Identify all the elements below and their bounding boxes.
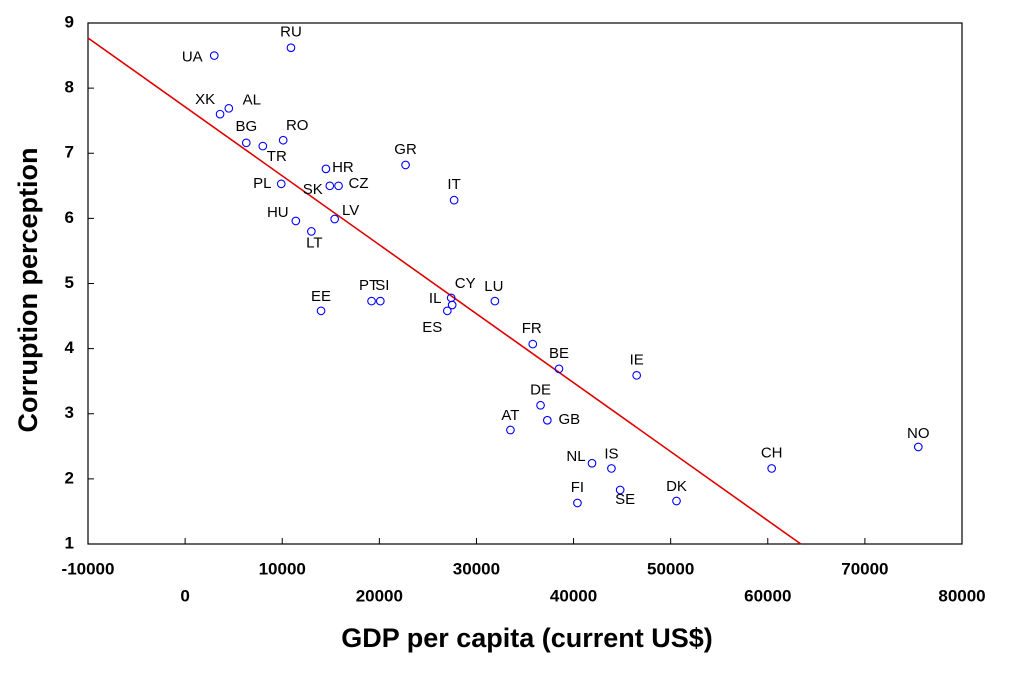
point — [316, 306, 326, 316]
y-axis-title: Corruption perception — [13, 148, 43, 433]
point — [224, 103, 234, 113]
point-label: SK — [303, 181, 323, 198]
point-label: UA — [182, 49, 203, 66]
point-label: NL — [566, 448, 585, 465]
point — [632, 370, 642, 380]
point-label: SI — [375, 277, 389, 294]
y-tick-label: 8 — [65, 78, 74, 97]
point — [215, 109, 225, 119]
x-axis-title: GDP per capita (current US$) — [341, 623, 713, 653]
x-tick-label: 0 — [180, 586, 189, 605]
point — [542, 415, 552, 425]
point-label: BE — [549, 345, 569, 362]
point — [286, 43, 296, 53]
point — [490, 296, 500, 306]
point — [767, 464, 777, 473]
x-tick-label: 50000 — [647, 559, 694, 578]
point — [401, 160, 410, 170]
fit-line — [87, 37, 802, 545]
point — [258, 141, 268, 151]
point — [536, 400, 545, 410]
point — [442, 306, 452, 316]
point-label: GB — [558, 411, 580, 428]
point-label: PL — [253, 175, 271, 192]
point-label: PT — [359, 277, 378, 294]
point-label: EE — [311, 288, 331, 305]
point-label: FI — [571, 479, 584, 496]
point-label: IT — [447, 176, 460, 193]
point — [334, 181, 343, 191]
point — [367, 296, 376, 306]
point-label: CZ — [349, 175, 369, 192]
point-label: LU — [484, 278, 503, 295]
point-label: CH — [761, 444, 783, 461]
point — [506, 425, 515, 435]
point-label: CY — [455, 275, 476, 292]
point — [291, 216, 301, 226]
point-label: RO — [286, 117, 309, 134]
point-label: XK — [195, 91, 215, 108]
point-label: HR — [332, 159, 354, 176]
point — [276, 179, 286, 189]
point-label: LV — [342, 202, 359, 219]
point-label: ES — [422, 319, 442, 336]
point — [587, 458, 597, 468]
x-tick-label: -10000 — [62, 559, 115, 578]
point-label: AL — [243, 91, 261, 108]
y-tick-label: 3 — [65, 403, 74, 422]
point — [278, 135, 288, 145]
point-label: BG — [235, 118, 257, 135]
point-label: IS — [604, 445, 618, 462]
x-tick-label: 70000 — [841, 559, 888, 578]
x-tick-label: 40000 — [550, 586, 597, 605]
y-tick-label: 5 — [65, 273, 74, 292]
y-tick-label: 4 — [65, 338, 75, 357]
point-label: LT — [306, 234, 322, 251]
point — [325, 181, 335, 191]
point — [528, 339, 538, 349]
y-tick-label: 2 — [65, 468, 74, 487]
point-label: SE — [615, 491, 635, 508]
point-label: IL — [429, 290, 442, 307]
point-label: DK — [666, 478, 687, 495]
point — [447, 300, 457, 310]
plot-frame — [87, 22, 963, 545]
point-label: HU — [267, 204, 289, 221]
x-tick-label: 20000 — [356, 586, 403, 605]
point-label: NO — [907, 425, 930, 442]
x-tick-label: 30000 — [453, 559, 500, 578]
y-tick-label: 7 — [65, 143, 74, 162]
point-label: DE — [530, 381, 551, 398]
point — [607, 464, 616, 473]
y-tick-label: 6 — [65, 208, 74, 227]
point — [307, 227, 316, 236]
point-label: TR — [267, 148, 287, 165]
x-tick-label: 80000 — [938, 586, 985, 605]
point — [209, 51, 219, 60]
point — [615, 485, 625, 495]
x-tick-label: 10000 — [259, 559, 306, 578]
point — [573, 498, 582, 508]
point — [554, 364, 564, 374]
y-tick-label: 9 — [65, 12, 74, 31]
point-label: AT — [501, 407, 519, 424]
point — [321, 164, 331, 174]
point — [672, 496, 681, 506]
x-tick-label: 60000 — [744, 586, 791, 605]
point — [449, 195, 459, 205]
point — [913, 442, 923, 452]
point — [241, 138, 251, 148]
point-label: FR — [522, 320, 542, 337]
point-label: IE — [630, 351, 644, 368]
point — [330, 214, 340, 224]
point-label: RU — [280, 24, 302, 41]
point — [375, 296, 385, 306]
y-tick-label: 1 — [65, 533, 74, 552]
point-label: GR — [394, 141, 417, 158]
